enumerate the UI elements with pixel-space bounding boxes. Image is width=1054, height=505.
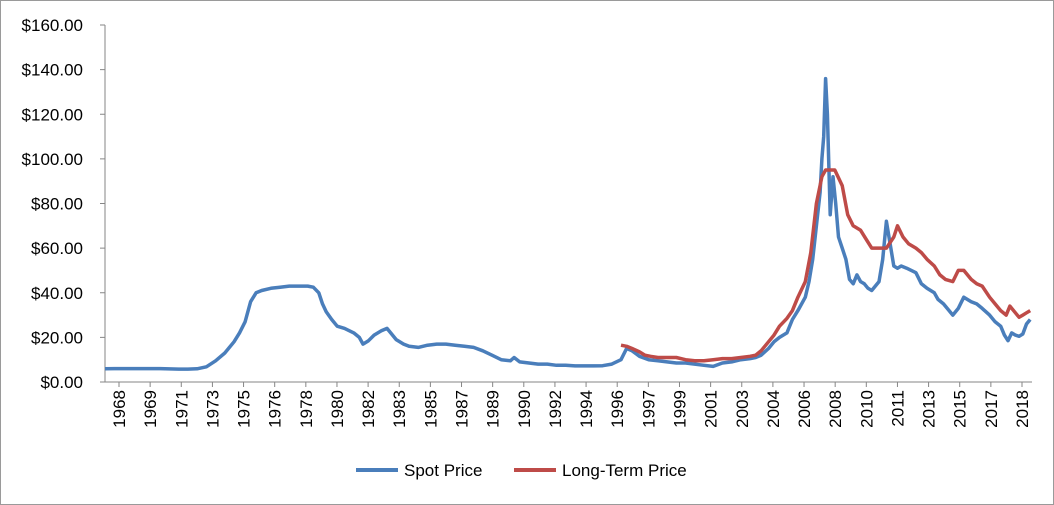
x-tick-label: 1985 [421, 390, 440, 428]
x-tick-label: 2010 [857, 390, 876, 428]
x-tick-label: 1999 [670, 390, 689, 428]
x-tick-label: 1969 [141, 390, 160, 428]
y-tick-label: $160.00 [22, 16, 83, 35]
x-tick-label: 1989 [484, 390, 503, 428]
x-tick-label: 1971 [172, 390, 191, 428]
x-tick-label: 1987 [453, 390, 472, 428]
y-tick-label: $120.00 [22, 105, 83, 124]
x-tick-label: 2004 [764, 390, 783, 428]
y-tick-label: $140.00 [22, 61, 83, 80]
x-tick-label: 2006 [795, 390, 814, 428]
series-lines [104, 76, 1032, 371]
x-tick-label: 1996 [608, 390, 627, 428]
legend-label-long-term-price: Long-Term Price [562, 461, 687, 480]
x-tick-label: 2001 [702, 390, 721, 428]
y-tick-label: $100.00 [22, 150, 83, 169]
legend: Spot Price Long-Term Price [356, 461, 687, 480]
y-tick-label: $40.00 [31, 284, 83, 303]
x-tick-label: 1978 [297, 390, 316, 428]
x-tick-label: 2015 [951, 390, 970, 428]
y-tick-label: $20.00 [31, 328, 83, 347]
x-tick-label: 1976 [266, 390, 285, 428]
x-tick-label: 2008 [826, 390, 845, 428]
x-tick-label: 1992 [546, 390, 565, 428]
x-tick-label: 2017 [982, 390, 1001, 428]
x-tick-label: 1968 [110, 390, 129, 428]
series-line-long-term-price [620, 168, 1032, 363]
x-tick-label: 1973 [203, 390, 222, 428]
x-tick-label: 1975 [235, 390, 254, 428]
x-tick-label: 2018 [1013, 390, 1032, 428]
series-line-spot-price [104, 76, 1032, 371]
x-tick-label: 2003 [733, 390, 752, 428]
x-tick-label: 1990 [515, 390, 534, 428]
legend-label-spot-price: Spot Price [404, 461, 482, 480]
axes [104, 25, 1032, 383]
x-tick-label: 1997 [639, 390, 658, 428]
x-tick-label: 2011 [888, 390, 907, 427]
x-tick-label: 1994 [577, 390, 596, 428]
y-tick-label: $60.00 [31, 239, 83, 258]
y-tick-labels: $0.00 $20.00 $40.00 $60.00 $80.00 $100.00 $120… [22, 16, 105, 392]
x-tick-label: 1982 [359, 390, 378, 428]
x-tick-label: 1980 [328, 390, 347, 428]
y-tick-label: $0.00 [40, 373, 83, 392]
y-tick-label: $80.00 [31, 195, 83, 214]
x-tick-labels: 1968 1969 1971 1973 1975 1976 1978 1980 1982 1983… [110, 382, 1032, 428]
x-tick-label: 1983 [390, 390, 409, 428]
x-tick-label: 2013 [920, 390, 939, 428]
